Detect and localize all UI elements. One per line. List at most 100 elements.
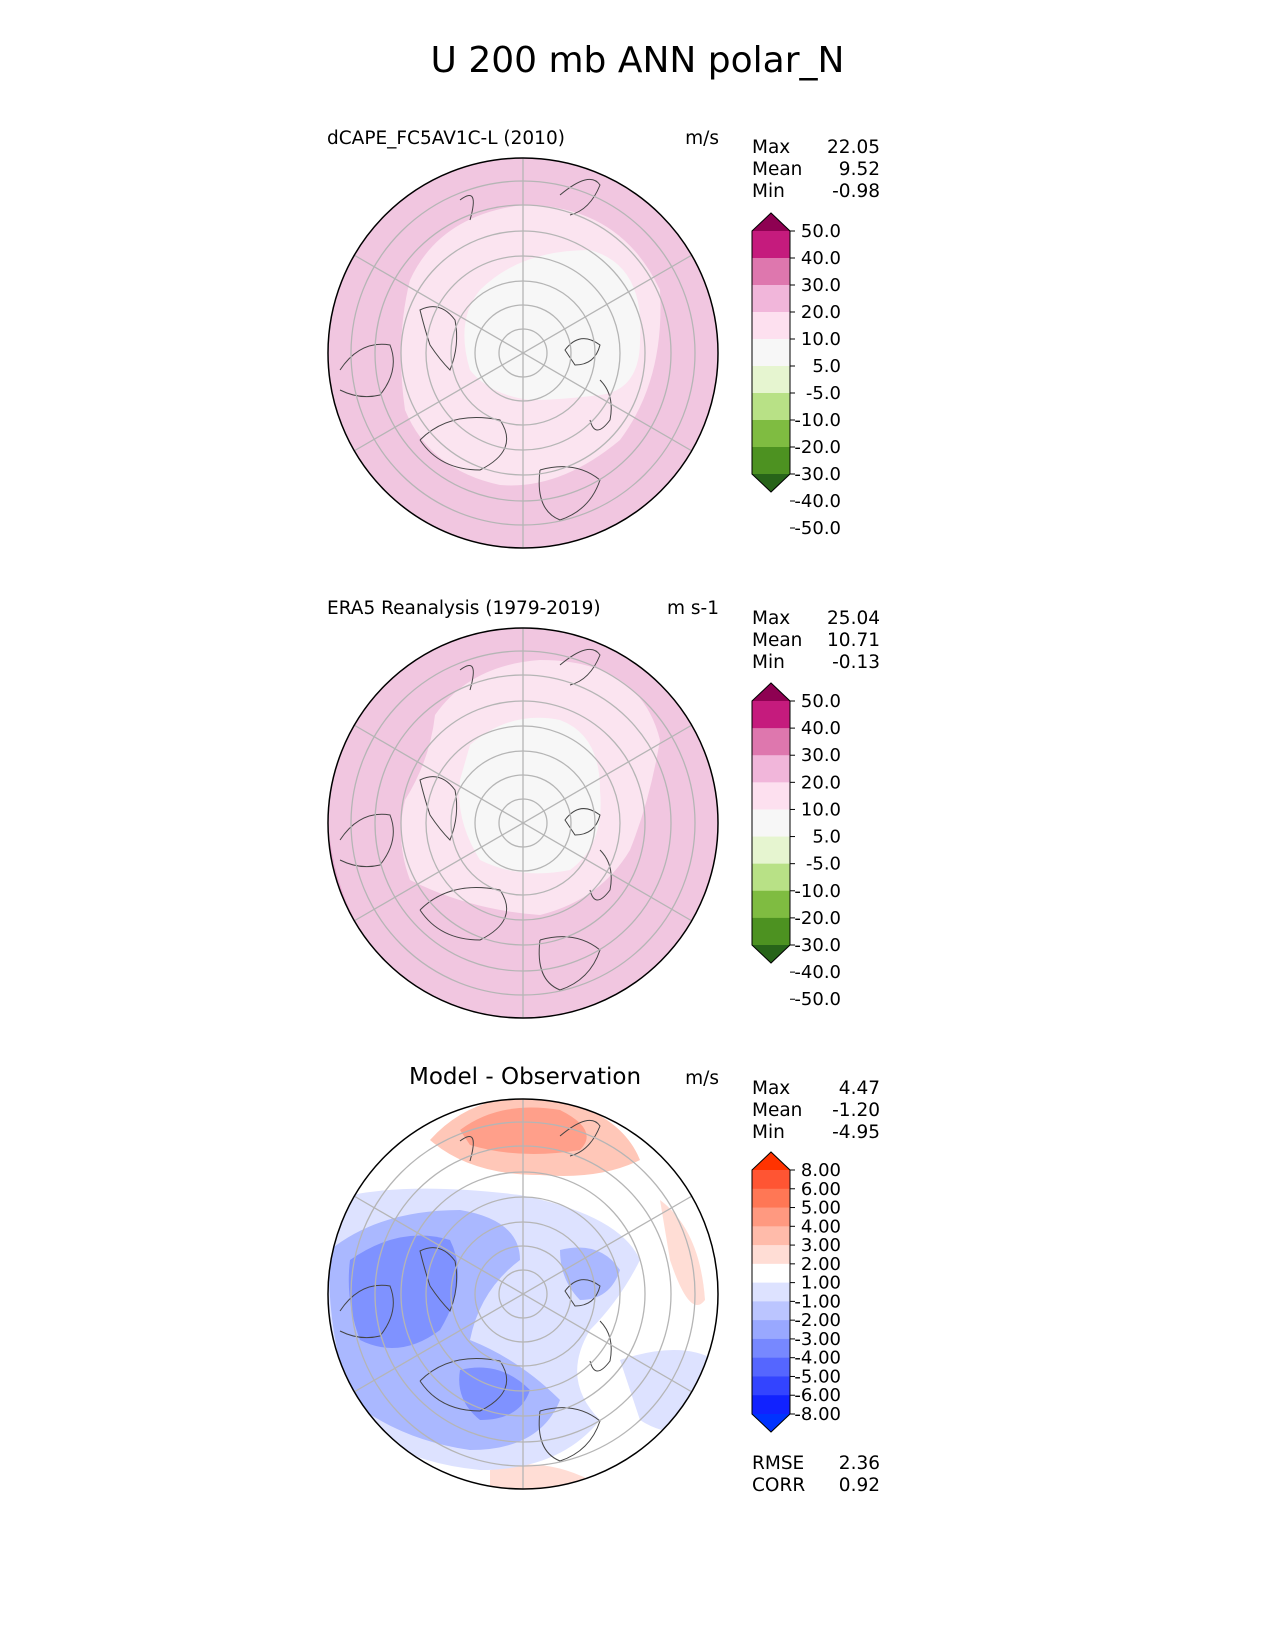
colorbar-segment [752,1226,790,1246]
colorbar-segment [752,701,790,729]
max-label: Max [752,1078,791,1099]
mean-value: -1.20 [832,1100,880,1121]
colorbar-tick-label: -6.00 [794,1385,841,1406]
colorbar-tick-label: 1.00 [801,1273,841,1294]
colorbar-segment [752,285,790,313]
colorbar-tick-label: 5.0 [812,356,841,377]
colorbar-segment [752,728,790,756]
colorbar-tick-label: -20.0 [794,908,841,929]
panel-3-units: m/s [685,1068,719,1089]
panel-2-units: m s-1 [667,598,719,619]
panel-1-units: m/s [685,128,719,149]
panel-3-title: Model - Observation [409,1064,642,1090]
colorbar-tick-label: 40.0 [801,248,841,269]
corr-value: 0.92 [838,1475,880,1496]
min-label: Min [752,181,785,202]
panel-1-stats: Max 22.05 Mean 9.52 Min -0.98 [752,137,880,203]
field-neg3-neg2-east [560,1247,620,1300]
mean-label: Mean [752,1100,803,1121]
graticule-3 [350,1099,696,1489]
colorbar-segment [752,1338,790,1359]
colorbar-tick-label: -50.0 [794,989,841,1010]
max-label: Max [752,137,791,158]
mean-value: 9.52 [838,159,880,180]
colorbar-tick-label: 5.0 [812,827,841,848]
colorbar-segment [752,1245,790,1265]
colorbar-extend-bottom [752,945,790,963]
panel-2-title: ERA5 Reanalysis (1979-2019) [327,598,601,619]
colorbar-segment [752,890,790,919]
colorbar-1: 50.0 40.0 30.0 20.0 10.0 5.0 -5.0 -10.0 -20.0 -30… [751,212,841,539]
colorbar-tick-label: 50.0 [801,221,841,242]
colorbar-tick-label: 50.0 [801,691,841,712]
colorbar-tick-label: 20.0 [801,772,841,793]
graticule-2 [350,628,696,1018]
max-value: 25.04 [827,608,880,629]
colorbar-segment [752,339,790,367]
colorbar-segment [752,393,790,421]
colorbar-3: 8.006.005.004.003.002.001.00-1.00-2.00-3… [751,1151,841,1433]
colorbar-tick-label: -5.0 [806,854,841,875]
colorbar-tick-label: 5.00 [801,1198,841,1219]
map-boundary-2 [327,627,719,1019]
colorbar-tick-label: 3.00 [801,1235,841,1256]
panel-3-metrics: RMSE 2.36 CORR 0.92 [752,1453,880,1497]
colorbar-segment [752,917,790,946]
colorbar-segment [752,1376,790,1396]
colorbar-segment [752,258,790,286]
panel-3-stats: Max 4.47 Mean -1.20 Min -4.95 [752,1078,880,1144]
colorbar-segment [752,755,790,783]
field-neg5-5 [464,250,641,400]
colorbar-segment [752,447,790,475]
mean-label: Mean [752,630,803,651]
map-boundary-1 [327,157,719,549]
colorbar-extend-top [752,683,790,701]
colorbar-extend-bottom [752,474,790,492]
colorbar-tick-label: -1.00 [794,1291,841,1312]
colorbar-tick-label: -30.0 [794,935,841,956]
min-value: -4.95 [832,1122,880,1143]
colorbar-tick-label: 8.00 [801,1160,841,1181]
colorbar-tick-label: 40.0 [801,718,841,739]
colorbar-tick-label: 20.0 [801,302,841,323]
colorbar-segment [752,1395,790,1415]
colorbar-tick-label: 30.0 [801,745,841,766]
map-boundary-3 [327,1098,719,1490]
colorbar-tick-label: -4.00 [794,1348,841,1369]
colorbar-segment [752,809,790,838]
mean-label: Mean [752,159,803,180]
colorbar-tick-label: -5.00 [794,1366,841,1387]
colorbar-segment [752,231,790,259]
min-value: -0.13 [832,652,880,673]
max-value: 22.05 [827,137,880,158]
colorbar-segment [752,1357,790,1377]
map-panel-1 [327,157,719,549]
mean-value: 10.71 [827,630,880,651]
colorbar-tick-label: 2.00 [801,1254,841,1275]
map-panel-2 [327,627,719,1019]
colorbar-tick-label: -10.0 [794,410,841,431]
colorbar-segment [752,1263,790,1284]
colorbar-tick-label: -40.0 [794,491,841,512]
rmse-label: RMSE [752,1453,805,1474]
colorbar-segment [752,782,790,810]
colorbar-tick-label: 30.0 [801,275,841,296]
colorbar-tick-label: -8.00 [794,1404,841,1425]
min-label: Min [752,652,785,673]
colorbar-extend-bottom [752,1414,790,1432]
colorbar-tick-label: -3.00 [794,1329,841,1350]
colorbar-segment [752,836,790,865]
colorbar-tick-label: 10.0 [801,799,841,820]
colorbar-tick-label: -30.0 [794,464,841,485]
panel-1-title: dCAPE_FC5AV1C-L (2010) [327,128,565,149]
colorbar-tick-label: -5.0 [806,383,841,404]
graticule-1 [350,158,696,548]
colorbar-tick-label: -40.0 [794,962,841,983]
colorbar-tick-label: 4.00 [801,1216,841,1237]
colorbar-segment [752,1188,790,1209]
panel-2-stats: Max 25.04 Mean 10.71 Min -0.13 [752,608,880,674]
corr-label: CORR [752,1475,806,1496]
colorbar-tick-label: -10.0 [794,881,841,902]
colorbar-segment [752,1282,790,1302]
colorbar-2: 50.0 40.0 30.0 20.0 10.0 5.0 -5.0 -10.0 -20.0 -30… [751,682,841,1010]
